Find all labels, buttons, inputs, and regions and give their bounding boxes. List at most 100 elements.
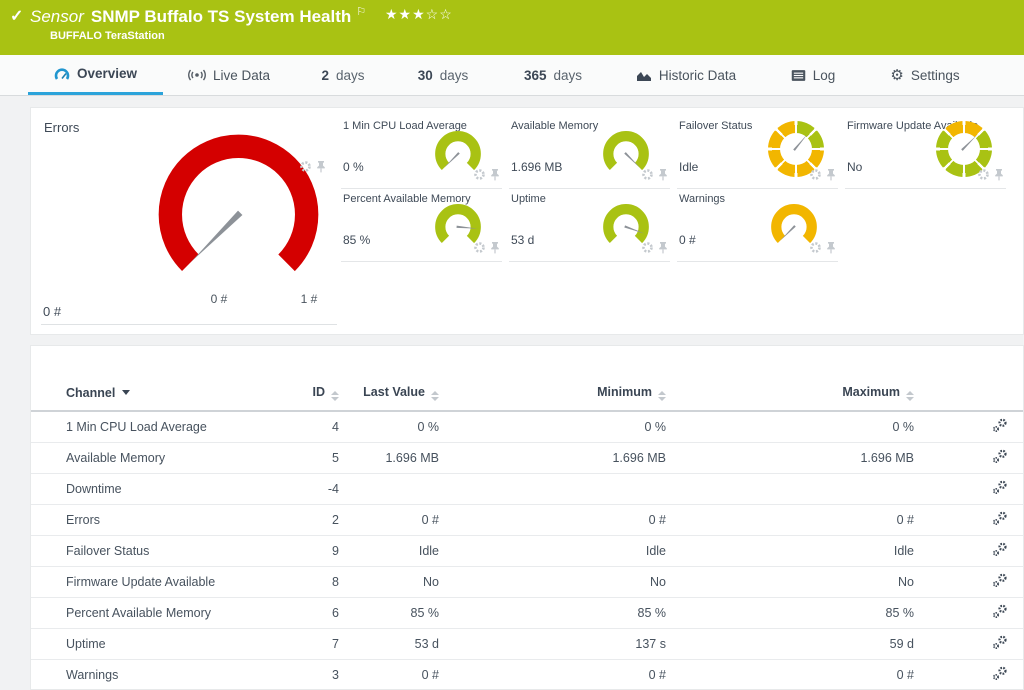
cell-channel: Errors (31, 504, 286, 536)
gauge-icon (54, 67, 70, 80)
tab-overview[interactable]: Overview (28, 55, 163, 95)
table-row: Downtime -4 (31, 473, 1023, 505)
tab-live-data[interactable]: Live Data (163, 55, 295, 95)
gauge-actions (809, 168, 836, 181)
cell-channel: Failover Status (31, 535, 286, 567)
gauge-cell-percent-available-memory[interactable]: Percent Available Memory 85 % (341, 189, 502, 262)
gauge-cell-uptime[interactable]: Uptime 53 d (509, 189, 670, 262)
cell-actions (916, 659, 1023, 689)
priority-stars[interactable]: ★★★☆☆ (385, 6, 453, 23)
cell-channel: Percent Available Memory (31, 597, 286, 629)
tab-historic-data[interactable]: Historic Data (611, 55, 761, 95)
gauge-cell-firmware-update[interactable]: Firmware Update Available No (845, 116, 1006, 189)
gauge-cell-warnings[interactable]: Warnings 0 # (677, 189, 838, 262)
cell-maximum (668, 473, 916, 505)
sort-caret-icon (331, 391, 339, 401)
cell-minimum: No (441, 566, 668, 598)
pin-gauge-icon[interactable] (826, 241, 836, 254)
column-header-minimum[interactable]: Minimum (441, 380, 668, 412)
cell-maximum: Idle (668, 535, 916, 567)
cell-channel: 1 Min CPU Load Average (31, 411, 286, 443)
cell-channel: Downtime (31, 473, 286, 505)
cell-actions (916, 535, 1023, 567)
tab-365-days[interactable]: 365 days (495, 55, 611, 95)
channel-settings-gears-icon[interactable] (992, 666, 1008, 681)
gauge-label: Available Memory (511, 120, 599, 132)
cell-actions (916, 473, 1023, 505)
cell-maximum: 1.696 MB (668, 442, 916, 474)
gauge-cell-cpu-load[interactable]: 1 Min CPU Load Average 0 % (341, 116, 502, 189)
table-row: Firmware Update Available 8 No No No (31, 566, 1023, 598)
errors-gauge (158, 134, 319, 295)
stars-filled: ★★★ (385, 6, 426, 22)
channel-settings-gear-icon[interactable] (977, 168, 990, 181)
channel-settings-gear-icon[interactable] (809, 168, 822, 181)
tab-label: Log (812, 67, 836, 83)
column-header-actions (916, 380, 1023, 412)
channel-table-panel: Channel ID Last Value Minimum Maximum 1 … (30, 345, 1024, 690)
sensor-header: ✓ Sensor SNMP Buffalo TS System Health ⚐ ★… (0, 0, 1024, 55)
channel-settings-gears-icon[interactable] (992, 542, 1008, 557)
gauge-label: Warnings (679, 193, 726, 205)
cell-id: 4 (286, 411, 341, 443)
column-header-last-value[interactable]: Last Value (341, 380, 441, 412)
cell-maximum: 0 # (668, 659, 916, 689)
gauge-value: Idle (679, 160, 699, 174)
cell-channel: Warnings (31, 659, 286, 689)
column-header-id[interactable]: ID (286, 380, 341, 412)
tab-2-days[interactable]: 2 days (295, 55, 391, 95)
parent-device-name[interactable]: BUFFALO TeraStation (50, 30, 165, 42)
cell-channel: Uptime (31, 628, 286, 660)
object-kind-label: Sensor (30, 7, 84, 26)
channel-settings-gears-icon[interactable] (992, 511, 1008, 526)
uptime-gauge (603, 204, 649, 250)
channel-settings-gears-icon[interactable] (992, 573, 1008, 588)
gauge-cell-failover-status[interactable]: Failover Status Idle (677, 116, 838, 189)
cell-last-value: 1.696 MB (341, 442, 441, 474)
table-row: Percent Available Memory 6 85 % 85 % 85 … (31, 597, 1023, 629)
cell-id: 8 (286, 566, 341, 598)
tab-30-days[interactable]: 30 days (391, 55, 495, 95)
pin-gauge-icon[interactable] (490, 241, 500, 254)
empty-cell (845, 189, 1006, 262)
cell-actions (916, 504, 1023, 536)
channel-settings-gear-icon[interactable] (299, 160, 312, 173)
column-header-maximum[interactable]: Maximum (668, 380, 916, 412)
channel-settings-gears-icon[interactable] (992, 604, 1008, 619)
channel-settings-gear-icon[interactable] (473, 241, 486, 254)
gauge-value: No (847, 160, 863, 174)
pin-gauge-icon[interactable] (826, 168, 836, 181)
small-gauges-grid: 1 Min CPU Load Average 0 % Available Mem… (341, 116, 1006, 262)
channel-settings-gear-icon[interactable] (641, 241, 654, 254)
channel-settings-gears-icon[interactable] (992, 635, 1008, 650)
sort-caret-icon (431, 391, 439, 401)
cell-last-value: 0 # (341, 659, 441, 689)
cell-maximum: 0 % (668, 411, 916, 443)
channel-settings-gear-icon[interactable] (809, 241, 822, 254)
cell-maximum: 0 # (668, 504, 916, 536)
pin-gauge-icon[interactable] (658, 168, 668, 181)
cell-minimum: 85 % (441, 597, 668, 629)
channel-settings-gear-icon[interactable] (641, 168, 654, 181)
pin-gauge-icon[interactable] (658, 241, 668, 254)
tab-number: 30 (417, 67, 433, 83)
gauge-actions (641, 168, 668, 181)
channel-table: Channel ID Last Value Minimum Maximum 1 … (31, 380, 1023, 689)
gauge-cell-errors[interactable]: Errors 0 # 1 # 0 # (31, 108, 346, 336)
column-header-channel[interactable]: Channel (31, 380, 286, 412)
channel-settings-gear-icon[interactable] (473, 168, 486, 181)
pin-gauge-icon[interactable] (316, 160, 326, 173)
channel-settings-gears-icon[interactable] (992, 418, 1008, 433)
gauge-value: 0 % (343, 160, 364, 174)
pin-gauge-icon[interactable] (994, 168, 1004, 181)
channel-settings-gears-icon[interactable] (992, 449, 1008, 464)
firmware-update-gauge (936, 121, 992, 177)
pin-gauge-icon[interactable] (490, 168, 500, 181)
table-row: 1 Min CPU Load Average 4 0 % 0 % 0 % (31, 411, 1023, 443)
gauge-cell-available-memory[interactable]: Available Memory 1.696 MB (509, 116, 670, 189)
tab-log[interactable]: Log (761, 55, 865, 95)
sensor-title-line: Sensor SNMP Buffalo TS System Health ⚐ (30, 5, 366, 27)
channel-settings-gears-icon[interactable] (992, 480, 1008, 495)
cell-minimum: 1.696 MB (441, 442, 668, 474)
tab-settings[interactable]: ⚙ Settings (865, 55, 985, 95)
